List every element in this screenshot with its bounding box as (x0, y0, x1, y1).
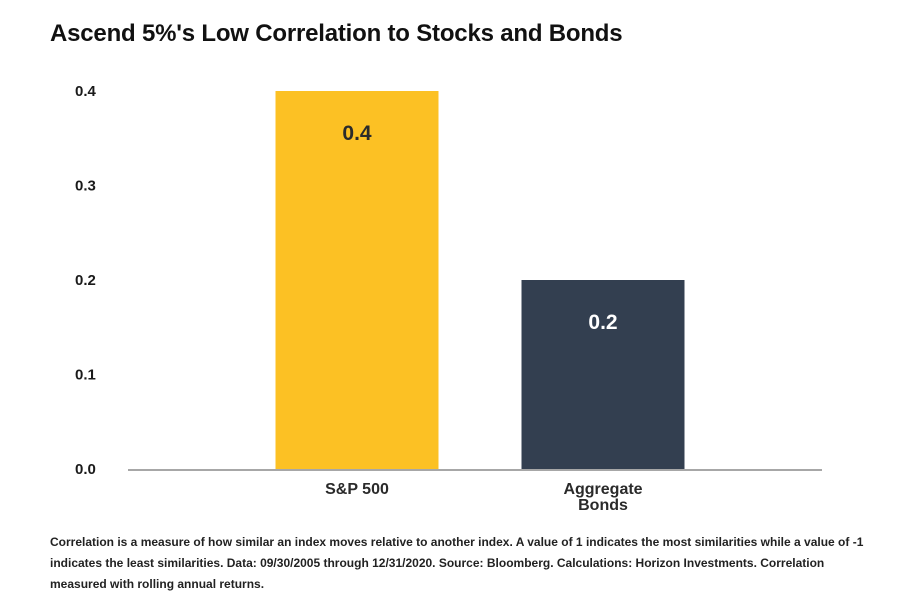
bars: 0.4 0.2 (275, 91, 685, 469)
data-label: 0.2 (588, 311, 617, 334)
x-axis-ticks: S&P 500 Aggregate Bonds (325, 481, 643, 514)
y-tick-label: 0.1 (75, 367, 96, 384)
y-tick-label: 0.2 (75, 272, 96, 289)
data-label: 0.4 (342, 122, 372, 145)
y-tick-label: 0.3 (75, 178, 96, 195)
bar (275, 91, 439, 469)
bar (521, 280, 685, 469)
chart-title: Ascend 5%'s Low Correlation to Stocks an… (50, 20, 623, 47)
x-tick-label: S&P 500 (325, 481, 389, 498)
y-tick-label: 0.0 (75, 461, 96, 478)
footnote: Correlation is a measure of how similar … (50, 535, 864, 591)
x-tick-label-line: S&P 500 (325, 481, 389, 498)
x-tick-label-line: Bonds (578, 497, 628, 514)
x-tick-label: Aggregate Bonds (563, 481, 642, 514)
y-axis-ticks: 0.0 0.1 0.2 0.3 0.4 (75, 83, 97, 478)
x-tick-label-line: Aggregate (563, 481, 642, 498)
y-tick-label: 0.4 (75, 83, 97, 100)
